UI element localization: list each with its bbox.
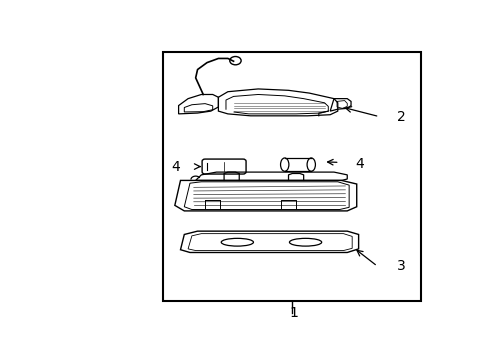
Bar [163, 51, 420, 301]
Text: 4: 4 [171, 159, 180, 174]
Text: 4: 4 [354, 157, 363, 171]
Text: 2: 2 [396, 110, 405, 123]
Text: 3: 3 [396, 259, 405, 273]
Text: 1: 1 [289, 306, 298, 320]
